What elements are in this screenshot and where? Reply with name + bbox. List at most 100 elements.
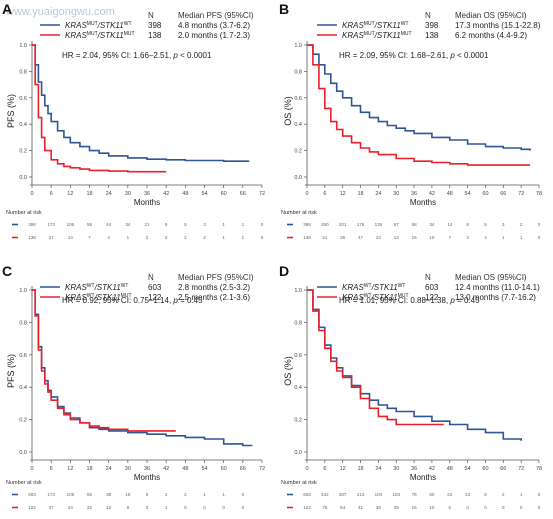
risk-count: 44 [106, 222, 112, 227]
legend-median-value: 2.5 months (2.1-3.6) [178, 293, 250, 302]
legend-series-name: KRASWT/STK11WT [65, 283, 128, 292]
risk-count: 0 [538, 505, 541, 510]
legend-n-value: 398 [148, 21, 162, 30]
risk-count: 7 [449, 235, 452, 240]
risk-count: 105 [67, 492, 75, 497]
risk-count: 76 [412, 492, 418, 497]
x-tick-label: 12 [340, 191, 346, 197]
y-tick-label: 0.8 [294, 320, 302, 326]
risk-count: 34 [125, 222, 131, 227]
risk-count: 47 [358, 235, 364, 240]
legend-median-value: 2.8 months (2.5-3.2) [178, 283, 250, 292]
x-tick-label: 30 [125, 191, 131, 197]
risk-count: 4 [484, 235, 487, 240]
x-tick-label: 24 [375, 466, 381, 472]
risk-count: 173 [47, 222, 55, 227]
risk-count: 0 [222, 505, 225, 510]
km-curve-wt [32, 44, 250, 162]
risk-count: 138 [28, 235, 36, 240]
risk-count: 2 [184, 492, 187, 497]
risk-count: 3 [146, 505, 149, 510]
risk-count: 1 [222, 222, 225, 227]
y-tick-label: 0.2 [294, 418, 302, 424]
y-axis-label: PFS (%) [6, 94, 16, 128]
legend-median-value: 6.2 months (4.4-9.2) [455, 31, 527, 40]
risk-count: 22 [87, 505, 93, 510]
risk-count: 24 [376, 235, 382, 240]
risk-count: 1 [222, 492, 225, 497]
legend-median-value: 12.4 months (11.0-14.1) [455, 283, 540, 292]
risk-count: 25 [394, 505, 400, 510]
km-curve-mut [32, 44, 167, 173]
legend-series-name: KRASMUT/STK11MUT [65, 31, 135, 40]
x-axis-label: Months [134, 198, 160, 207]
x-tick-label: 60 [482, 466, 488, 472]
risk-count: 122 [303, 505, 311, 510]
x-tick-label: 72 [518, 466, 524, 472]
risk-count: 0 [242, 505, 245, 510]
risk-count: 1 [242, 222, 245, 227]
legend-header-median: Median OS (95%CI) [455, 273, 527, 282]
risk-count: 27 [49, 235, 55, 240]
risk-count: 122 [28, 505, 36, 510]
risk-count: 0 [538, 492, 541, 497]
risk-count: 14 [447, 222, 453, 227]
x-tick-label: 12 [67, 466, 73, 472]
panel-d: D N Median OS (95%CI) KRASWT/STK11WT 603 12.4… [279, 263, 542, 510]
risk-count: 2 [165, 492, 168, 497]
panel-letter: D [279, 263, 289, 279]
km-curve-wt [32, 289, 253, 447]
km-curve-wt [307, 44, 531, 151]
legend-header-median: Median PFS (95%CI) [178, 11, 254, 20]
panel-letter: C [2, 263, 12, 279]
risk-count: 13 [394, 235, 400, 240]
risk-count: 213 [357, 492, 365, 497]
x-tick-label: 48 [447, 466, 453, 472]
risk-count: 1 [127, 235, 130, 240]
legend-series-name: KRASMUT/STK11MUT [342, 31, 412, 40]
risk-count: 0 [261, 235, 264, 240]
risk-count: 0 [184, 505, 187, 510]
x-tick-label: 48 [182, 466, 188, 472]
x-tick-label: 0 [30, 466, 33, 472]
x-tick-label: 24 [106, 191, 112, 197]
y-tick-label: 0.8 [294, 69, 302, 75]
risk-count: 603 [28, 492, 36, 497]
x-tick-label: 0 [305, 191, 308, 197]
risk-count: 54 [340, 505, 346, 510]
y-tick-label: 1.0 [19, 43, 27, 49]
risk-count: 13 [106, 505, 112, 510]
risk-count: 106 [67, 222, 75, 227]
x-tick-label: 6 [323, 466, 326, 472]
risk-count: 5 [484, 222, 487, 227]
risk-count: 36 [340, 235, 346, 240]
panel-letter: A [2, 1, 12, 17]
y-tick-label: 0.0 [294, 450, 302, 456]
risk-count: 0 [242, 492, 245, 497]
risk-count: 201 [339, 222, 347, 227]
panel-letter: B [279, 1, 289, 17]
watermark-text: www.yuaigongwu.com [6, 6, 115, 18]
risk-count: 1 [242, 235, 245, 240]
x-tick-label: 42 [163, 466, 169, 472]
risk-count: 3 [502, 222, 505, 227]
y-tick-label: 0.6 [294, 96, 302, 102]
y-axis-label: OS (%) [283, 96, 293, 126]
x-tick-label: 18 [357, 466, 363, 472]
legend-n-value: 603 [425, 283, 439, 292]
x-tick-label: 60 [221, 191, 227, 197]
x-tick-label: 72 [518, 191, 524, 197]
risk-count: 3 [466, 235, 469, 240]
risk-count: 38 [106, 492, 112, 497]
y-tick-label: 0.8 [19, 320, 27, 326]
x-tick-label: 0 [305, 466, 308, 472]
x-axis-label: Months [134, 473, 160, 482]
y-axis-label: PFS (%) [6, 354, 16, 388]
risk-count: 8 [466, 222, 469, 227]
risk-count: 2 [184, 235, 187, 240]
risk-count: 4 [107, 235, 110, 240]
y-tick-label: 0.0 [19, 450, 27, 456]
hr-text: HR = 1.01, 95% CI: 0.88–1.38, p = 0.45 [339, 296, 480, 305]
risk-count: 22 [447, 492, 453, 497]
legend-header-n: N [425, 273, 431, 282]
